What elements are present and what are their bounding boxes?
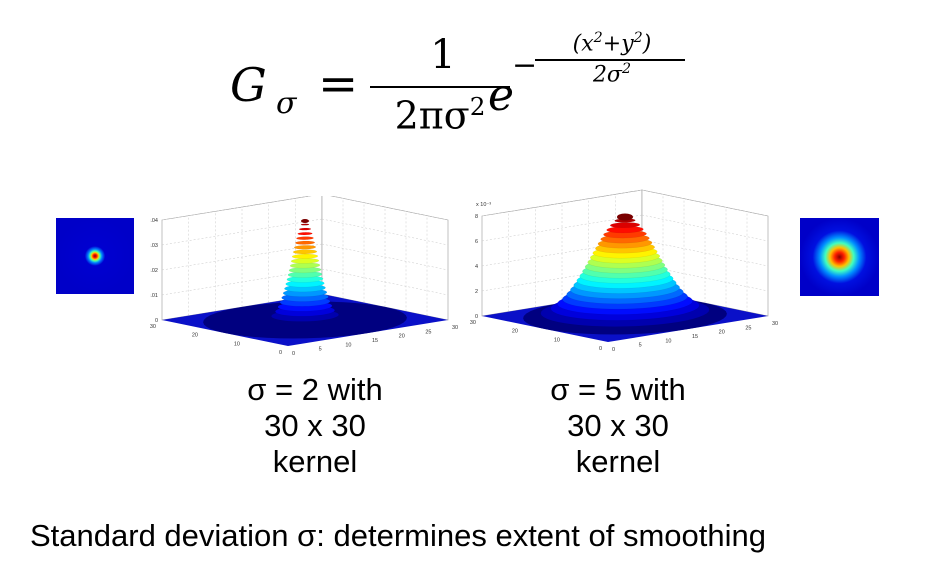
x-tick-label: 30 bbox=[452, 325, 458, 331]
x-tick-label: 25 bbox=[745, 325, 751, 331]
wall-grid-line bbox=[481, 239, 643, 267]
formula-base: e bbox=[488, 70, 515, 121]
exp-den-sq: 2 bbox=[621, 61, 632, 77]
formula-lhs-subscript: σ bbox=[276, 86, 297, 121]
z-tick-label: 8 bbox=[475, 214, 478, 220]
exp-den-a: 2σ bbox=[592, 62, 622, 88]
gaussian-formula: G σ = 1 2πσ2 e − (x2+y2) 2σ2 bbox=[230, 30, 710, 140]
z-tick-label: 4 bbox=[475, 264, 478, 270]
x-tick-label: 5 bbox=[639, 343, 642, 349]
y-tick-label: 30 bbox=[470, 320, 476, 326]
wall-grid-line bbox=[161, 196, 312, 221]
wall-grid-line bbox=[161, 243, 323, 271]
formula-denominator: 2πσ2 bbox=[370, 92, 510, 138]
wall-grid-line bbox=[481, 264, 643, 292]
formula-exp-sign: − bbox=[512, 48, 538, 83]
y-tick-label: 10 bbox=[234, 341, 240, 347]
x-tick-label: 25 bbox=[425, 329, 431, 335]
x-tick-label: 15 bbox=[372, 338, 378, 344]
y-tick-label: 0 bbox=[599, 346, 602, 352]
wall-grid-line bbox=[330, 196, 449, 221]
x-tick-label: 5 bbox=[319, 347, 322, 353]
surface-band bbox=[298, 227, 312, 231]
wall-grid-line bbox=[641, 239, 769, 267]
surface-band bbox=[296, 236, 314, 240]
y-tick-label: 10 bbox=[554, 337, 560, 343]
caption-sigma2-line2: 30 x 30 bbox=[264, 408, 366, 443]
surface-band bbox=[295, 240, 315, 245]
formula-equals: = bbox=[318, 56, 359, 112]
caption-sigma2: σ = 2 with 30 x 30 kernel bbox=[200, 372, 430, 480]
wall-grid-line bbox=[321, 218, 449, 246]
formula-exp-fraction-bar bbox=[535, 59, 685, 61]
exp-num-a: (x bbox=[572, 31, 594, 57]
formula-denominator-exp: 2 bbox=[469, 92, 486, 121]
x-tick-label: 0 bbox=[292, 351, 295, 357]
wall-grid-line bbox=[641, 189, 769, 217]
z-tick-label: 0 bbox=[155, 318, 158, 324]
x-tick-label: 20 bbox=[719, 330, 725, 336]
exp-num-c: ) bbox=[642, 31, 652, 57]
kernel-thumbnail-sigma2 bbox=[56, 218, 134, 294]
surface-band bbox=[610, 222, 640, 228]
x-tick-label: 15 bbox=[692, 334, 698, 340]
wall-grid-line bbox=[321, 243, 449, 271]
x-tick-label: 0 bbox=[612, 347, 615, 353]
x-tick-label: 10 bbox=[345, 342, 351, 348]
exp-num-sq1: 2 bbox=[593, 30, 603, 46]
z-tick-label: 0 bbox=[475, 314, 478, 320]
wall-grid-line bbox=[161, 218, 323, 246]
x-tick-label: 10 bbox=[665, 338, 671, 344]
formula-exp-denominator: 2σ2 bbox=[532, 61, 692, 87]
z-exponent-label: x 10⁻³ bbox=[476, 202, 491, 208]
surface-band bbox=[300, 223, 310, 226]
formula-numerator: 1 bbox=[430, 32, 456, 78]
z-tick-label: 0.03 bbox=[150, 243, 158, 249]
surface-band bbox=[291, 253, 319, 259]
caption-sigma5: σ = 5 with 30 x 30 kernel bbox=[503, 372, 733, 480]
z-tick-label: 0.04 bbox=[150, 218, 158, 224]
formula-exp-numerator: (x2+y2) bbox=[532, 30, 692, 56]
formula-denominator-text: 2πσ bbox=[394, 93, 470, 138]
y-tick-label: 20 bbox=[192, 333, 198, 339]
z-tick-label: 2 bbox=[475, 289, 478, 295]
surface-band bbox=[294, 245, 316, 250]
wall-grid-line bbox=[481, 214, 643, 242]
footer-text: Standard deviation σ: determines extent … bbox=[30, 518, 767, 553]
wall-grid-line bbox=[641, 214, 769, 242]
exp-num-sq2: 2 bbox=[633, 30, 643, 46]
x-tick-label: 20 bbox=[399, 334, 405, 340]
caption-sigma5-line1: σ = 5 with bbox=[550, 372, 686, 407]
caption-sigma2-line1: σ = 2 with bbox=[247, 372, 383, 407]
caption-sigma5-line2: 30 x 30 bbox=[567, 408, 669, 443]
z-tick-label: 6 bbox=[475, 239, 478, 245]
caption-sigma5-line3: kernel bbox=[575, 444, 661, 479]
y-tick-label: 20 bbox=[512, 329, 518, 335]
z-tick-label: 0.01 bbox=[150, 293, 158, 299]
x-tick-label: 30 bbox=[772, 321, 778, 327]
wall-grid-line bbox=[161, 268, 323, 296]
z-tick-label: 0.02 bbox=[150, 268, 158, 274]
kernel-thumbnail-sigma5 bbox=[800, 218, 879, 296]
surface-peak bbox=[301, 219, 309, 223]
surface-band bbox=[297, 232, 313, 236]
wall-grid-line bbox=[321, 268, 449, 296]
formula-lhs: G bbox=[230, 58, 267, 112]
exp-num-b: +y bbox=[602, 31, 634, 57]
surface-peak bbox=[617, 213, 633, 221]
y-tick-label: 0 bbox=[279, 350, 282, 356]
y-tick-label: 30 bbox=[150, 324, 156, 330]
surface-band bbox=[292, 249, 318, 255]
formula-fraction-bar bbox=[370, 86, 510, 88]
wall-grid-line bbox=[481, 189, 643, 217]
caption-sigma2-line3: kernel bbox=[272, 444, 358, 479]
